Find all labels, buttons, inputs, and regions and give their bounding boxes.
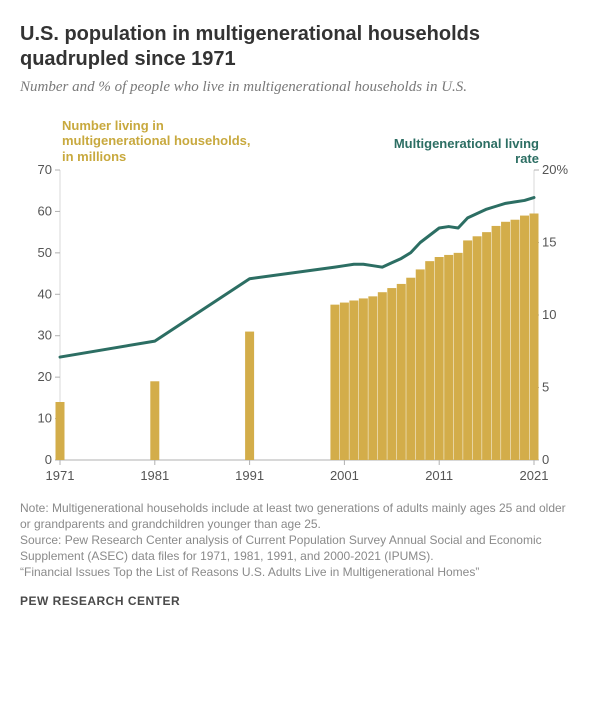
svg-text:50: 50 — [38, 244, 52, 259]
footnotes: Note: Multigenerational households inclu… — [20, 500, 579, 581]
svg-text:5: 5 — [542, 379, 549, 394]
source-text: Source: Pew Research Center analysis of … — [20, 532, 579, 564]
svg-text:15: 15 — [542, 234, 556, 249]
svg-text:2011: 2011 — [425, 468, 453, 483]
note-text: Note: Multigenerational households inclu… — [20, 500, 579, 532]
svg-text:1971: 1971 — [46, 468, 75, 483]
chart-subtitle: Number and % of people who live in multi… — [20, 78, 579, 98]
svg-text:2021: 2021 — [520, 468, 549, 483]
svg-text:20: 20 — [38, 369, 52, 384]
svg-text:30: 30 — [38, 327, 52, 342]
report-title-text: “Financial Issues Top the List of Reason… — [20, 564, 579, 580]
bars-series-label: Number living in multigenerational house… — [62, 118, 252, 165]
line-series-label: Multigenerational living rate — [389, 136, 539, 167]
chart-title: U.S. population in multigenerational hou… — [20, 22, 579, 72]
svg-text:0: 0 — [542, 452, 549, 467]
svg-text:0: 0 — [45, 452, 52, 467]
svg-text:20%: 20% — [542, 162, 568, 177]
chart-container: Number living in multigenerational house… — [20, 108, 579, 488]
attribution: PEW RESEARCH CENTER — [20, 594, 579, 608]
svg-text:1981: 1981 — [140, 468, 169, 483]
svg-text:40: 40 — [38, 286, 52, 301]
svg-text:70: 70 — [38, 162, 52, 177]
svg-text:60: 60 — [38, 203, 52, 218]
svg-text:1991: 1991 — [235, 468, 264, 483]
svg-text:2001: 2001 — [330, 468, 359, 483]
svg-text:10: 10 — [542, 307, 556, 322]
svg-text:10: 10 — [38, 410, 52, 425]
